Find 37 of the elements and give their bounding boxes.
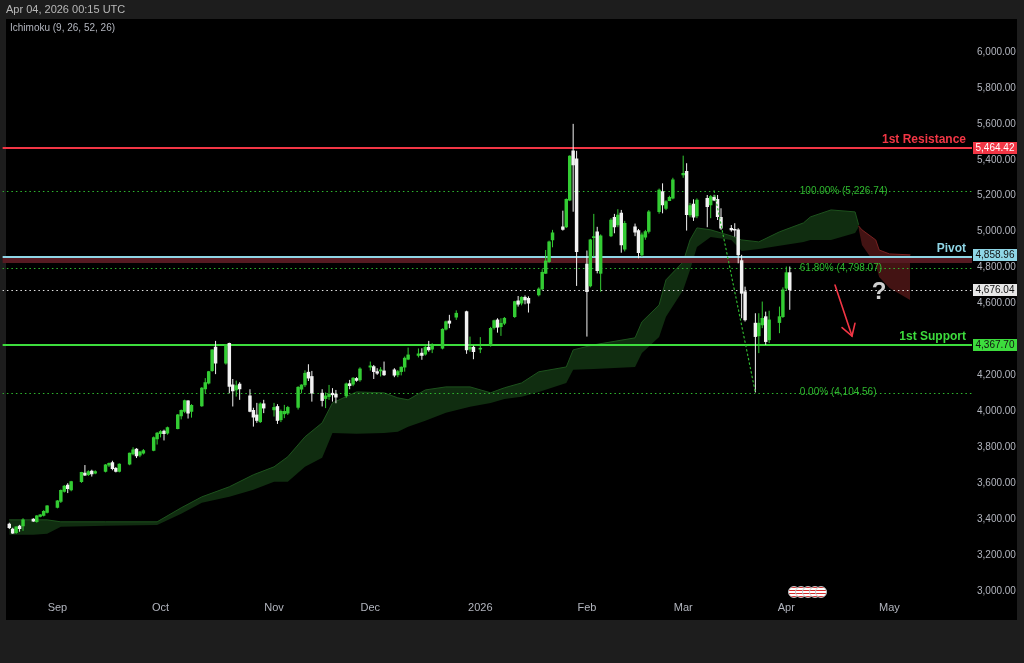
- text: 5,464.42: [973, 142, 1017, 154]
- y-tick-label: 4,000.00: [977, 405, 1017, 417]
- y-tick-label: 5,000.00: [977, 225, 1017, 237]
- x-tick-label: May: [879, 600, 901, 613]
- text: 4,858.96: [973, 249, 1017, 261]
- ref-line-label: Pivot: [936, 241, 966, 256]
- x-tick-label: Apr: [777, 600, 796, 613]
- text: 4,676.04: [973, 284, 1017, 296]
- annotation: ?: [871, 276, 887, 304]
- y-tick-label: 3,800.00: [977, 441, 1017, 453]
- y-tick-label: 6,000.00: [977, 45, 1017, 57]
- x-tick-label: Feb: [577, 600, 597, 613]
- ref-line-label: 1st Resistance: [881, 132, 967, 147]
- chart-title: Apr 04, 2026 00:15 UTC: [6, 3, 126, 15]
- y-tick-label: 3,400.00: [977, 512, 1017, 524]
- x-tick-label: Oct: [152, 600, 170, 613]
- y-tick-label: 5,600.00: [977, 117, 1017, 129]
- y-tick-label: 4,200.00: [977, 369, 1017, 381]
- y-tick-label: 5,400.00: [977, 153, 1017, 165]
- ref-line-label: 61.80% (4,798.07): [799, 261, 883, 273]
- x-tick-label: 2026: [468, 600, 493, 613]
- text: Ichimoku (9, 26, 52, 26): [10, 22, 116, 33]
- y-tick-label: 4,800.00: [977, 261, 1017, 273]
- y-tick-label: 3,200.00: [977, 548, 1017, 560]
- ref-line-label: 1st Support: [899, 329, 966, 344]
- ref-line-label: 0.00% (4,104.56): [799, 386, 877, 398]
- text: 4,367.70: [973, 339, 1017, 351]
- x-tick-label: Dec: [360, 600, 381, 613]
- y-tick-label: 5,800.00: [977, 81, 1017, 93]
- x-tick-label: Mar: [673, 600, 693, 613]
- ref-line-label: 100.00% (5,226.74): [799, 184, 888, 196]
- x-tick-label: Nov: [264, 600, 285, 613]
- y-tick-label: 5,200.00: [977, 189, 1017, 201]
- y-tick-label: 3,000.00: [977, 584, 1017, 596]
- x-tick-label: Sep: [47, 600, 68, 613]
- y-tick-label: 4,600.00: [977, 297, 1017, 309]
- y-tick-label: 3,600.00: [977, 476, 1017, 488]
